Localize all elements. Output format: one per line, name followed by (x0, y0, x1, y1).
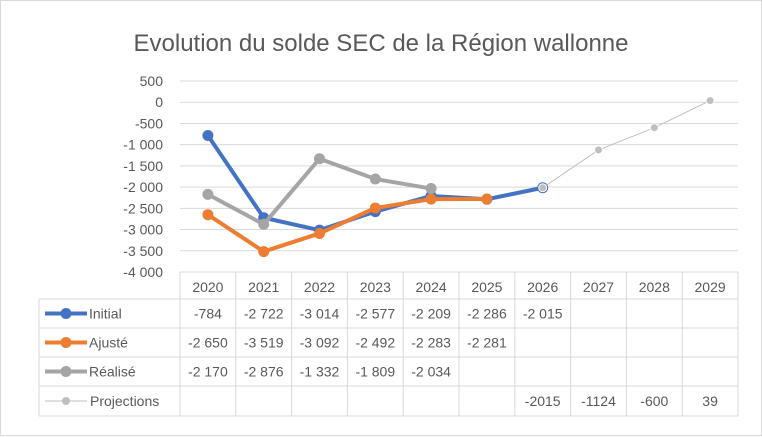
data-point (369, 202, 381, 214)
data-table-cell: -2 281 (467, 335, 507, 351)
x-category-label: 2020 (192, 279, 223, 295)
data-point (202, 188, 214, 200)
legend-label: Ajusté (89, 335, 128, 351)
data-point (425, 183, 437, 195)
data-table-cell: 39 (702, 393, 718, 409)
series-line-ajusté (206, 197, 487, 254)
data-point (258, 218, 270, 230)
x-category-label: 2028 (639, 279, 670, 295)
y-tick-label: -2 500 (123, 200, 163, 216)
data-point (594, 145, 603, 155)
legend-marker-icon (60, 366, 72, 377)
legend-label: Réalisé (89, 364, 136, 380)
data-point (202, 129, 214, 141)
legend-marker-icon (60, 337, 72, 348)
data-table-cell: -1124 (581, 393, 616, 409)
legend-marker-icon (62, 397, 70, 405)
data-table-cell: -2 015 (523, 306, 563, 322)
y-tick-label: 0 (155, 94, 163, 110)
x-category-label: 2027 (583, 279, 614, 295)
data-point (649, 123, 659, 133)
data-table-cell: -2 722 (244, 306, 284, 322)
data-point (369, 173, 381, 185)
data-table-cell: -784 (194, 306, 222, 322)
x-category-label: 2021 (248, 279, 279, 295)
data-table-cell: -2015 (525, 393, 561, 409)
legend-label: Projections (90, 393, 159, 409)
data-point (314, 227, 325, 239)
data-table-cell: -2 577 (355, 306, 395, 322)
data-table-cell: -2 209 (411, 306, 451, 322)
data-point (538, 183, 548, 193)
data-table-cell: -2 492 (355, 335, 395, 351)
series-line-projections (542, 100, 711, 189)
x-category-label: 2024 (416, 279, 447, 295)
data-table-cell: -2 286 (467, 306, 507, 322)
y-tick-label: -4 000 (123, 264, 163, 280)
data-table-cell: -1 332 (300, 364, 340, 380)
data-table-cell: -3 519 (244, 335, 284, 351)
chart-title: Evolution du solde SEC de la Région wall… (134, 30, 629, 57)
legend-marker-icon (60, 308, 72, 319)
data-table-cell: -3 092 (300, 335, 340, 351)
data-point (705, 96, 715, 106)
data-point (425, 193, 437, 205)
data-table-cell: -2 170 (188, 364, 228, 380)
data-table-cell: -2 650 (188, 335, 228, 351)
y-tick-label: -2 000 (123, 179, 163, 195)
x-category-label: 2023 (360, 279, 391, 295)
x-category-label: 2022 (304, 279, 335, 295)
data-table-cell: -600 (640, 393, 668, 409)
y-tick-label: -500 (135, 115, 163, 131)
y-tick-label: -1 500 (123, 158, 163, 174)
y-tick-label: -3 000 (123, 222, 163, 238)
y-tick-label: -3 500 (123, 243, 163, 259)
y-tick-label: 500 (140, 73, 164, 89)
data-table-cell: -3 014 (300, 306, 340, 322)
data-table-cell: -1 809 (355, 364, 395, 380)
data-point (481, 193, 493, 205)
data-table-cell: -2 283 (411, 335, 451, 351)
x-category-label: 2029 (695, 279, 726, 295)
data-table-cell: -2 034 (411, 364, 451, 380)
data-point (202, 209, 214, 221)
data-point (258, 246, 270, 258)
data-point (314, 153, 325, 165)
series-line-réalisé (206, 156, 432, 227)
y-tick-label: -1 000 (123, 137, 163, 153)
x-category-label: 2025 (471, 279, 502, 295)
legend-label: Initial (89, 306, 122, 322)
data-table-cell: -2 876 (244, 364, 284, 380)
x-category-label: 2026 (527, 279, 558, 295)
